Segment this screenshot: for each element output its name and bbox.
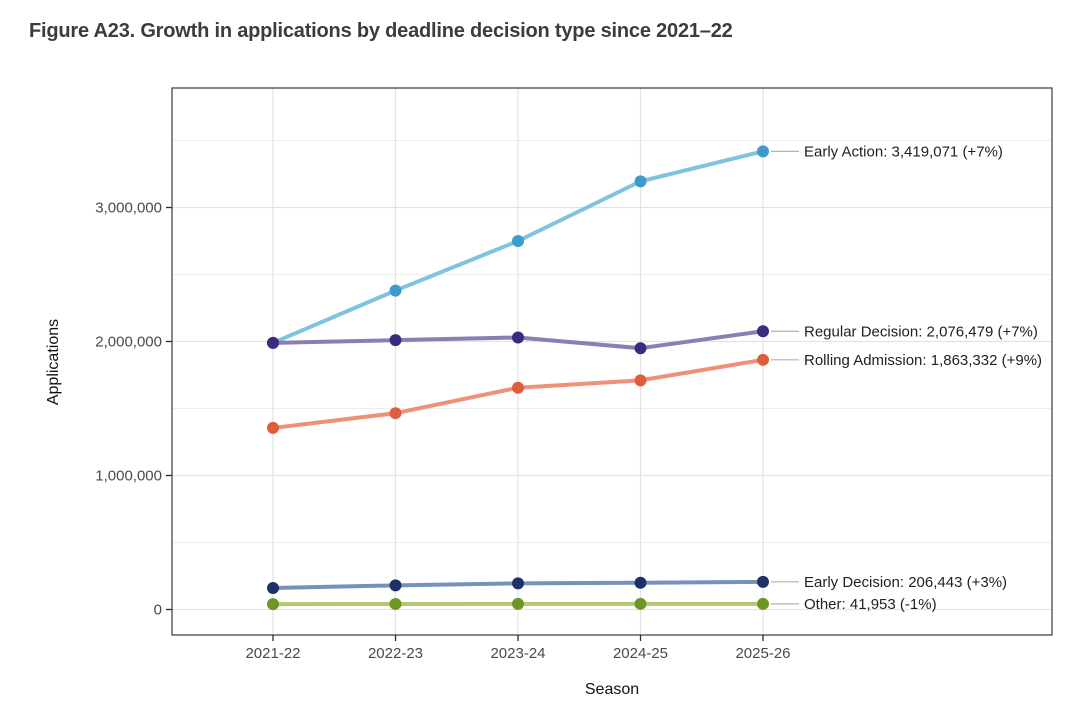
- data-point-rolling-admission: [267, 421, 279, 434]
- y-tick-label: 1,000,000: [95, 468, 162, 485]
- y-tick-label: 2,000,000: [95, 334, 162, 351]
- data-point-regular-decision: [634, 342, 647, 355]
- data-point-rolling-admission: [757, 353, 769, 366]
- figure-title: Figure A23. Growth in applications by de…: [29, 20, 733, 42]
- data-point-early-action: [512, 235, 524, 247]
- data-point-early-decision: [512, 577, 524, 590]
- x-tick-label: 2024-25: [613, 645, 668, 662]
- series-end-label-other: Other: 41,953 (-1%): [804, 596, 937, 613]
- data-point-other: [512, 597, 524, 610]
- data-point-rolling-admission: [512, 381, 524, 394]
- data-point-early-decision: [389, 579, 402, 592]
- data-point-early-decision: [757, 575, 769, 588]
- series-end-label-early-decision: Early Decision: 206,443 (+3%): [804, 574, 1007, 591]
- data-point-other: [634, 597, 647, 610]
- x-tick-label: 2021-22: [245, 645, 300, 662]
- x-tick-label: 2025-26: [735, 645, 790, 662]
- chart-panel: [172, 88, 1052, 635]
- data-point-regular-decision: [757, 325, 769, 338]
- panel-border: [171, 87, 1053, 636]
- data-point-other: [267, 598, 279, 611]
- data-point-early-decision: [634, 576, 647, 589]
- data-point-early-action: [634, 175, 647, 188]
- data-point-rolling-admission: [634, 374, 647, 387]
- series-end-label-rolling-admission: Rolling Admission: 1,863,332 (+9%): [804, 352, 1042, 369]
- y-tick-label: 0: [154, 602, 162, 619]
- x-tick-label: 2022-23: [368, 645, 423, 662]
- x-axis-title: Season: [584, 681, 640, 698]
- y-tick-label: 3,000,000: [95, 200, 162, 217]
- x-tick-label: 2023-24: [490, 645, 545, 662]
- data-point-early-decision: [267, 582, 279, 595]
- series-end-label-early-action: Early Action: 3,419,071 (+7%): [804, 143, 1003, 160]
- data-point-early-action: [757, 145, 769, 158]
- data-point-regular-decision: [267, 336, 279, 349]
- data-point-other: [389, 597, 402, 610]
- data-point-regular-decision: [389, 334, 402, 347]
- data-point-rolling-admission: [389, 407, 402, 420]
- data-point-early-action: [389, 284, 402, 297]
- y-axis-title: Applications: [45, 318, 62, 406]
- data-point-regular-decision: [512, 331, 524, 344]
- data-point-other: [757, 597, 769, 610]
- series-end-label-regular-decision: Regular Decision: 2,076,479 (+7%): [804, 323, 1038, 340]
